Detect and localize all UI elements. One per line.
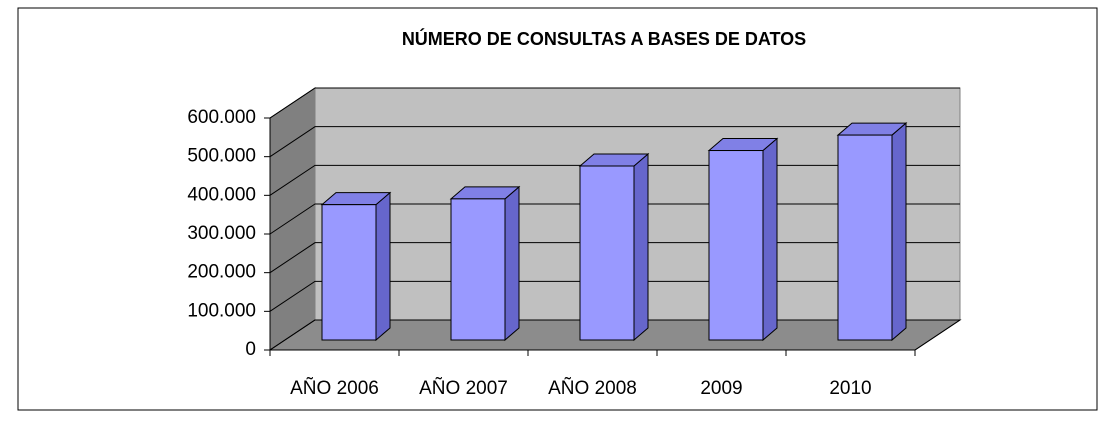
bar-side [633,152,649,342]
grid-line [269,87,960,119]
y-tick-label: 100.000 [187,300,256,321]
y-tick-label: 0 [245,339,256,360]
y-tick-label: 200.000 [187,262,256,283]
bar-side [891,121,907,342]
x-tick-label: 2009 [700,378,742,399]
x-tick-label: AÑO 2008 [548,377,637,399]
grid-line [269,126,960,158]
x-tick-label: AÑO 2007 [419,377,508,399]
bar [579,165,635,341]
bar-side [375,191,391,342]
y-tick-label: 500.000 [187,146,256,167]
bar [837,134,893,341]
bar [450,198,506,341]
x-tick-label: 2010 [829,378,871,399]
bar-side [762,137,778,342]
bar-side [504,185,520,342]
x-axis-depth [914,319,961,351]
chart-title: NÚMERO DE CONSULTAS A BASES DE DATOS [402,28,806,49]
y-tick-label: 400.000 [187,184,256,205]
x-tick-label: AÑO 2006 [290,377,379,399]
bar [321,204,377,341]
bar [708,150,764,341]
y-tick-label: 600.000 [187,107,256,128]
y-tick-label: 300.000 [187,223,256,244]
